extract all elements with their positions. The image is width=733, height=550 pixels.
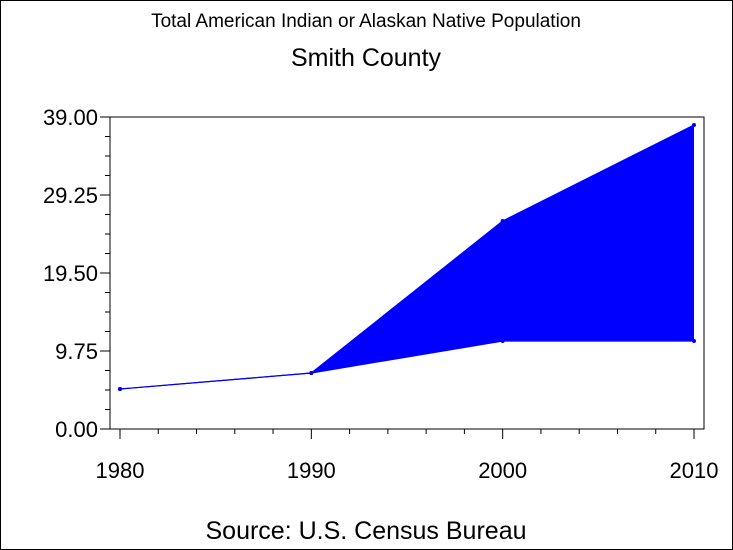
chart-subtitle: Smith County (291, 44, 442, 72)
series-1-point (500, 219, 505, 223)
y-tick-label: 29.25 (43, 183, 98, 208)
y-axis: 0.00 9.75 19.50 29.25 39.00 (43, 105, 110, 442)
area-band (120, 125, 694, 389)
source-footnote: Source: U.S. Census Bureau (206, 517, 527, 545)
series-layer (118, 123, 696, 391)
series-1-point (692, 123, 696, 127)
y-tick-label: 19.50 (43, 261, 98, 286)
series-2-point (692, 339, 696, 343)
x-tick-label: 1990 (287, 458, 336, 483)
x-tick-label: 1980 (96, 458, 145, 483)
x-tick-label: 2010 (670, 458, 719, 483)
series-2-point (118, 387, 122, 391)
series-2-point (500, 339, 505, 343)
y-tick-label: 9.75 (55, 339, 98, 364)
x-tick-label: 2000 (478, 458, 527, 483)
series-2-point (309, 371, 314, 375)
chart-title: Total American Indian or Alaskan Native … (151, 11, 581, 32)
series-line-2 (119, 340, 694, 390)
x-axis: 1980 1990 2000 2010 (96, 429, 719, 483)
fill-layer (120, 125, 694, 389)
y-tick-label: 39.00 (43, 105, 98, 130)
y-tick-label: 0.00 (55, 417, 98, 442)
